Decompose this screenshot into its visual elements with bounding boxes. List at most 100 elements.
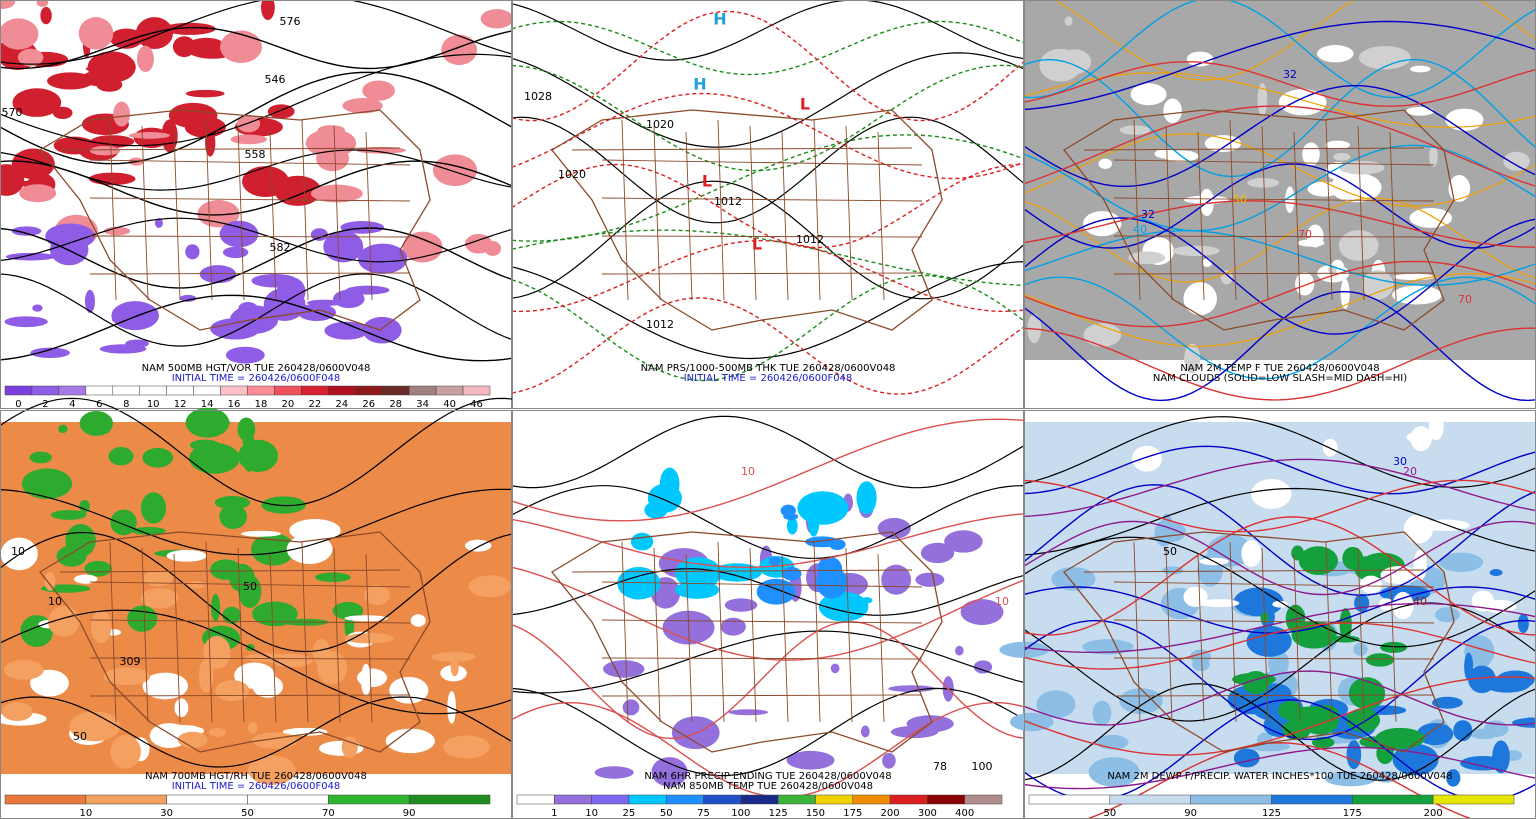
- shaded-area: [830, 663, 840, 674]
- shaded-area: [860, 725, 870, 738]
- border: [1261, 547, 1269, 723]
- shaded-area: [99, 344, 147, 354]
- border: [205, 541, 213, 723]
- colorbar-swatch: [247, 794, 329, 805]
- colorbar-label: 30: [160, 808, 173, 819]
- shaded-area: [1295, 272, 1315, 296]
- shaded-area: [480, 9, 514, 29]
- shaded-area: [1251, 479, 1292, 509]
- shaded-area: [1409, 65, 1431, 73]
- contour-label: 309: [120, 655, 141, 668]
- shaded-area: [314, 572, 351, 583]
- contour: [1023, 683, 1536, 781]
- contour: [0, 217, 513, 263]
- shaded-area: [720, 617, 746, 636]
- colorbar-label: 125: [769, 808, 788, 819]
- shaded-area: [103, 667, 151, 686]
- shaded-area: [1163, 98, 1182, 124]
- shaded-area: [1009, 712, 1054, 732]
- shaded-area: [136, 45, 154, 73]
- panel: 1028 1020 1020 1012 1012 1012 H H L L L NAM PRS/100…: [511, 0, 1025, 409]
- shaded-area: [225, 346, 265, 364]
- colorbar-swatch: [815, 794, 854, 805]
- shaded-area: [274, 175, 322, 206]
- shaded-area: [4, 316, 48, 328]
- shaded-area: [110, 734, 141, 769]
- contour: [1023, 622, 1536, 670]
- border: [781, 553, 789, 723]
- contour-label: 10: [995, 595, 1009, 608]
- shaded-area: [32, 304, 43, 312]
- border: [89, 657, 411, 660]
- colorbar-swatch: [777, 794, 816, 805]
- shaded-area: [142, 672, 189, 700]
- border: [1165, 125, 1173, 301]
- shaded-area: [185, 37, 227, 58]
- contour: [511, 163, 1025, 249]
- caption: INITIAL TIME = 260426/0600F048: [172, 781, 341, 792]
- border: [1113, 197, 1435, 202]
- shaded-area: [1438, 552, 1484, 572]
- shaded-area: [1119, 125, 1151, 135]
- colorbar-swatch: [355, 385, 383, 396]
- shaded-area: [323, 230, 364, 263]
- shaded-area: [1220, 270, 1233, 285]
- colorbar-label: 20: [282, 399, 295, 410]
- border: [301, 541, 309, 723]
- contour: [1023, 619, 1536, 741]
- shaded-area: [332, 601, 364, 620]
- caption: NAM 2M DEWP F/PRECIP. WATER INCHES*100 T…: [1107, 771, 1452, 782]
- border: [1197, 131, 1205, 301]
- colorbar-label: 90: [403, 808, 416, 819]
- border: [1113, 235, 1435, 238]
- contour: [511, 620, 1025, 740]
- border: [1113, 159, 1435, 166]
- contour: [511, 261, 1025, 360]
- shaded-area: [630, 532, 654, 551]
- contour-label: L: [752, 235, 762, 254]
- shaded-area: [1420, 519, 1470, 531]
- contour: [511, 418, 1025, 522]
- colorbar-swatch: [1109, 794, 1191, 805]
- shaded-area: [357, 243, 408, 274]
- colorbar-swatch: [85, 385, 114, 396]
- colorbar-label: 50: [1103, 808, 1116, 819]
- colorbar-swatch: [1352, 794, 1434, 805]
- border: [1113, 581, 1435, 588]
- border: [365, 553, 373, 723]
- panel: 10 50 309 10 50 NAM 700MB HGT/RH TUE 260428/0…: [0, 397, 513, 819]
- shaded-area: [1406, 431, 1434, 444]
- shaded-area: [89, 145, 121, 156]
- contour: [1023, 487, 1536, 556]
- shaded-area: [443, 735, 490, 759]
- shaded-area: [1353, 642, 1368, 656]
- border: [89, 694, 411, 697]
- shaded-area: [861, 597, 873, 604]
- border: [601, 619, 923, 624]
- shaded-area: [1098, 158, 1113, 169]
- colorbar-label: 25: [623, 808, 636, 819]
- shaded-area: [944, 530, 983, 553]
- colorbar-label: 200: [1424, 808, 1443, 819]
- contour-label: 1028: [524, 90, 552, 103]
- shaded-area: [786, 517, 798, 535]
- shaded-area: [1278, 701, 1303, 720]
- border: [601, 581, 923, 588]
- contour: [0, 397, 513, 507]
- shaded-area: [816, 566, 848, 599]
- shaded-area: [1233, 748, 1260, 768]
- shaded-area: [84, 289, 95, 313]
- shaded-area: [1360, 575, 1382, 594]
- contour-label: 50: [1163, 545, 1177, 558]
- shaded-area: [1297, 239, 1325, 247]
- contour: [511, 239, 1025, 313]
- contour-label: 10: [741, 465, 755, 478]
- shaded-area: [3, 659, 44, 680]
- contour: [511, 0, 1025, 61]
- shaded-area: [263, 288, 306, 321]
- coastline: [39, 531, 431, 753]
- border: [1197, 553, 1205, 723]
- colorbar-swatch: [112, 385, 140, 396]
- border: [237, 125, 245, 301]
- shaded-area: [1083, 323, 1122, 347]
